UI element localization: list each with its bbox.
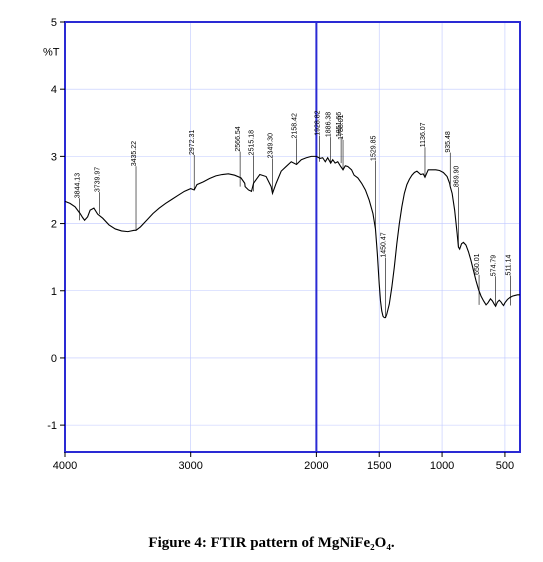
svg-text:1450.47: 1450.47 bbox=[381, 232, 388, 257]
svg-text:4: 4 bbox=[51, 84, 57, 96]
svg-text:2515.18: 2515.18 bbox=[249, 130, 256, 155]
svg-text:0: 0 bbox=[51, 353, 57, 365]
svg-text:4000: 4000 bbox=[53, 460, 77, 472]
svg-text:%T: %T bbox=[43, 47, 60, 59]
figure-caption: Figure 4: FTIR pattern of MgNiFe₂O₄. bbox=[10, 535, 533, 552]
svg-text:1000: 1000 bbox=[430, 460, 454, 472]
svg-text:3000: 3000 bbox=[178, 460, 202, 472]
svg-text:3739.97: 3739.97 bbox=[95, 167, 102, 192]
svg-text:2972.31: 2972.31 bbox=[189, 130, 196, 155]
svg-text:1886.38: 1886.38 bbox=[326, 112, 333, 137]
svg-text:1500: 1500 bbox=[367, 460, 391, 472]
svg-text:1136.07: 1136.07 bbox=[420, 122, 427, 147]
svg-text:1928.82: 1928.82 bbox=[314, 110, 321, 135]
svg-text:1529.85: 1529.85 bbox=[370, 136, 377, 161]
svg-text:2: 2 bbox=[51, 219, 57, 231]
svg-text:650.01: 650.01 bbox=[474, 253, 481, 275]
svg-text:1: 1 bbox=[51, 286, 57, 298]
svg-text:869.90: 869.90 bbox=[453, 166, 460, 188]
svg-text:1788.01: 1788.01 bbox=[338, 114, 345, 139]
svg-text:5: 5 bbox=[51, 17, 57, 29]
svg-text:3435.22: 3435.22 bbox=[131, 141, 138, 166]
svg-text:2349.30: 2349.30 bbox=[268, 133, 275, 158]
svg-text:2000: 2000 bbox=[304, 460, 328, 472]
svg-text:-1: -1 bbox=[47, 420, 57, 432]
svg-text:2158.42: 2158.42 bbox=[292, 113, 299, 138]
svg-text:511.14: 511.14 bbox=[506, 255, 513, 276]
svg-text:3: 3 bbox=[51, 151, 57, 163]
svg-text:935.48: 935.48 bbox=[445, 131, 452, 153]
svg-text:500: 500 bbox=[496, 460, 514, 472]
svg-text:2566.54: 2566.54 bbox=[235, 126, 242, 151]
chart-svg: 4000 3000 2000 1500 1000 500 -1 0 1 2 3 4 5 %T 3844.13… bbox=[10, 10, 533, 480]
svg-text:574.79: 574.79 bbox=[491, 255, 498, 277]
svg-text:3844.13: 3844.13 bbox=[75, 173, 82, 198]
ftir-chart: 4000 3000 2000 1500 1000 500 -1 0 1 2 3 4 5 %T 3844.13… bbox=[10, 10, 533, 527]
